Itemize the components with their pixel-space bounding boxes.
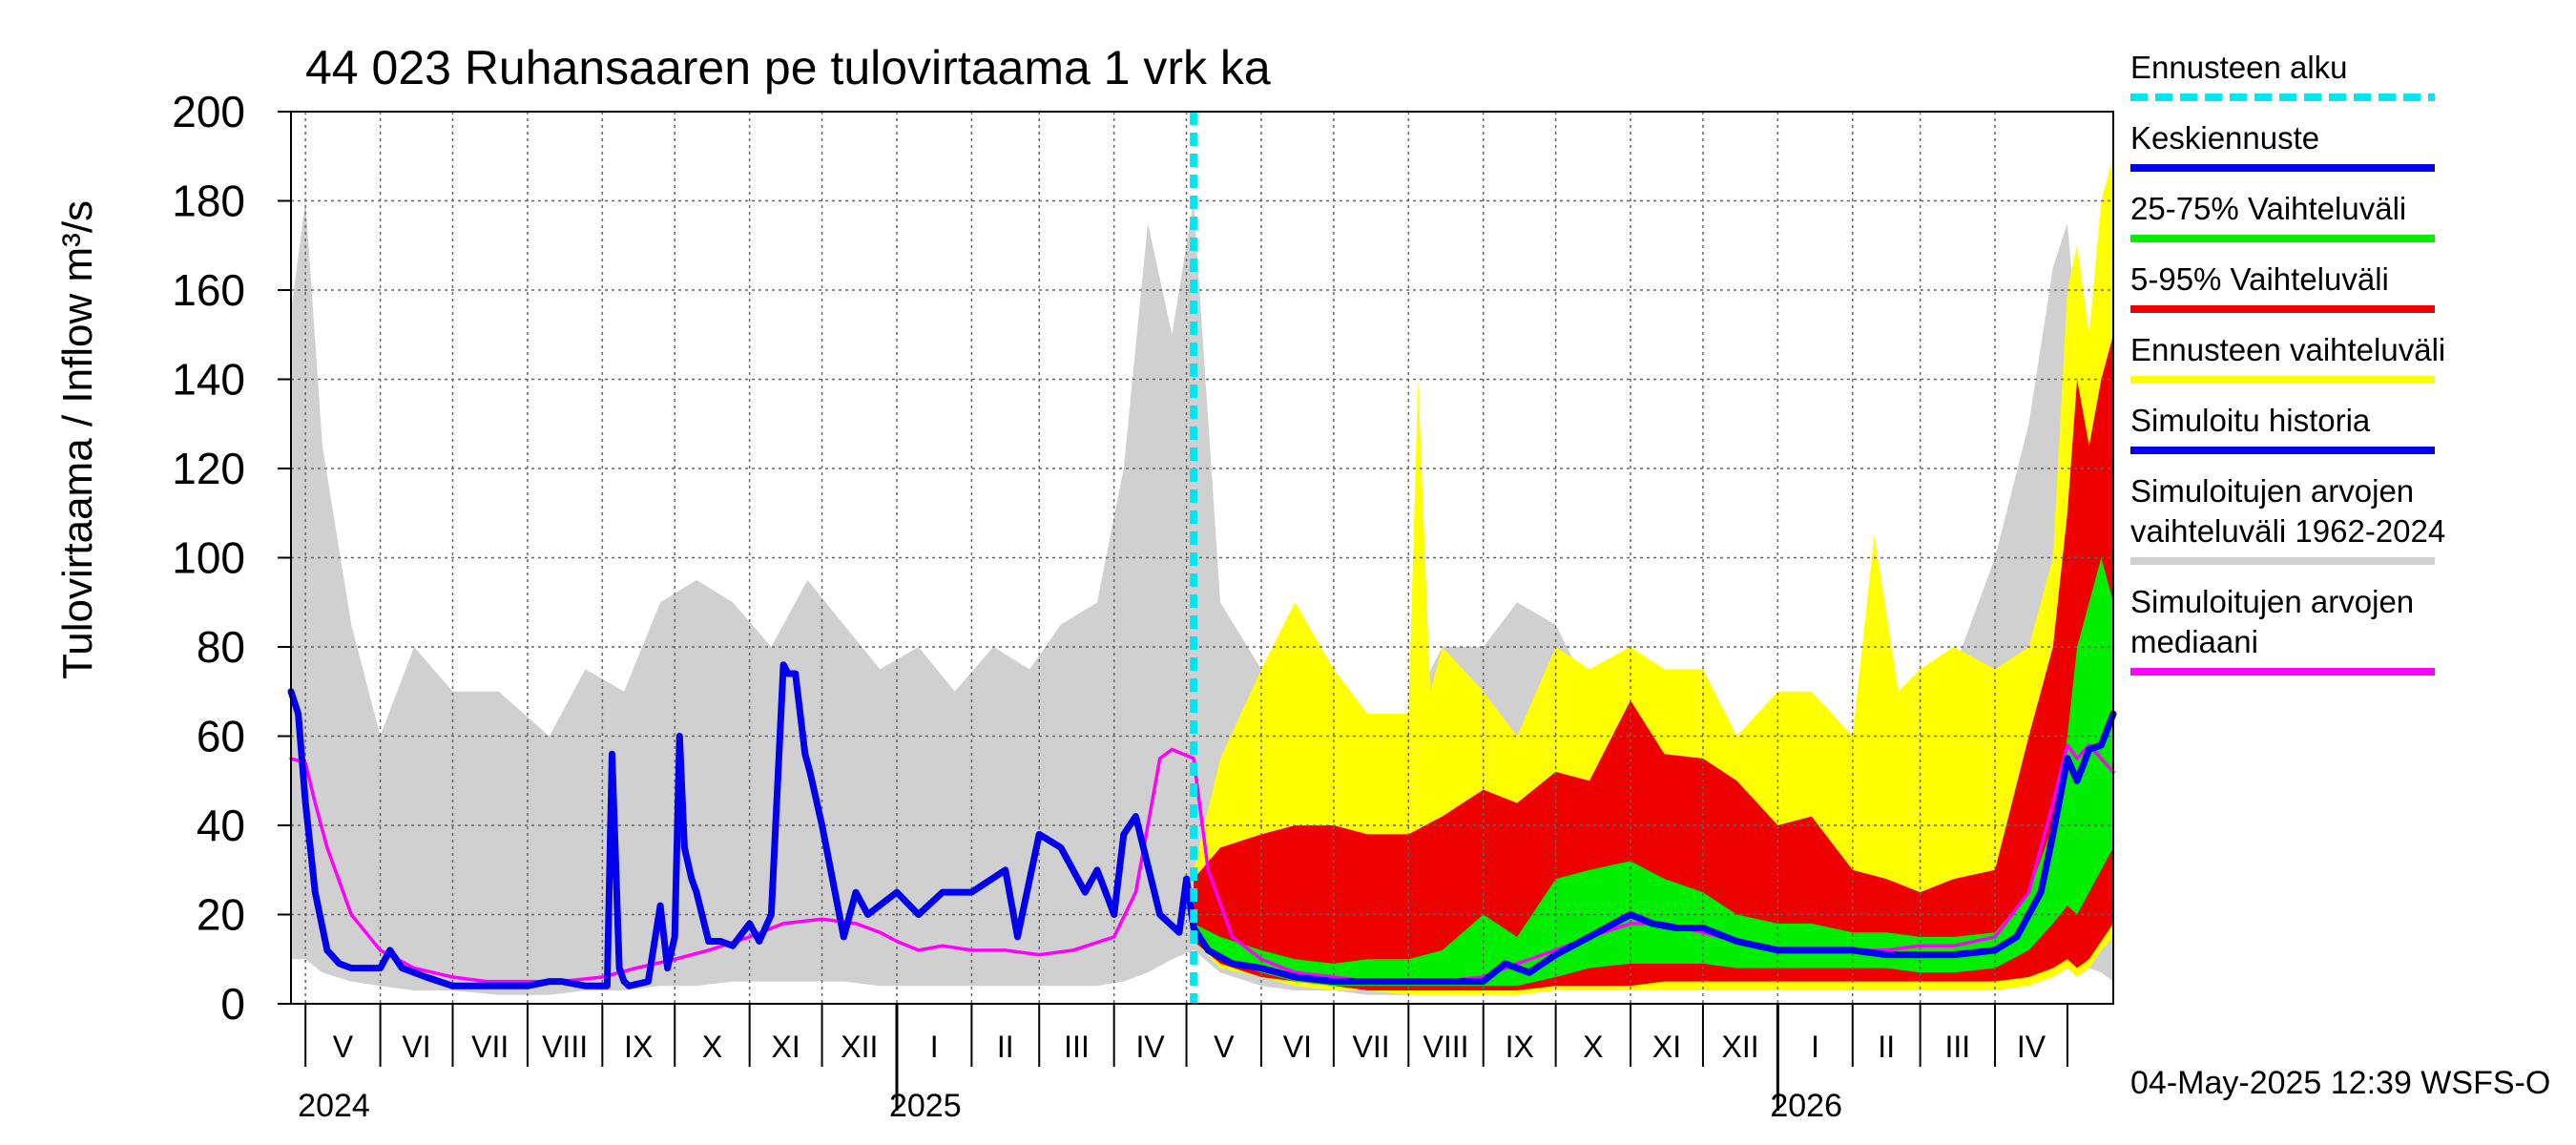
legend: Ennusteen alku Keskiennuste 25-75% Vaihtel… <box>2130 50 2445 676</box>
series-line-6 <box>1190 710 2117 986</box>
y-tick-label: 0 <box>220 979 245 1029</box>
y-tick-label: 80 <box>197 622 245 672</box>
month-label: XI <box>1652 1030 1681 1064</box>
month-label: III <box>1944 1030 1970 1064</box>
band-2 <box>1194 334 2113 990</box>
month-label: VII <box>1353 1030 1390 1064</box>
month-label: VII <box>471 1030 509 1064</box>
month-label: III <box>1064 1030 1090 1064</box>
month-label: I <box>930 1030 939 1064</box>
y-axis: 0 20 40 60 80 100 120 140 160 180 200 <box>172 87 291 1029</box>
legend-label: Simuloitu historia <box>2130 403 2371 438</box>
legend-label: 5-95% Vaihteluväli <box>2130 261 2389 297</box>
month-label: IX <box>624 1030 653 1064</box>
legend-label: Simuloitujen arvojen <box>2130 473 2414 509</box>
y-tick-label: 120 <box>172 444 245 493</box>
y-tick-label: 180 <box>172 177 245 226</box>
legend-label: Simuloitujen arvojen <box>2130 584 2414 619</box>
legend-label: Ennusteen vaihteluväli <box>2130 332 2445 367</box>
legend-label: Ennusteen alku <box>2130 50 2348 85</box>
legend-label: mediaani <box>2130 624 2258 659</box>
series-line-5 <box>287 661 1197 989</box>
month-label: IV <box>2017 1030 2046 1064</box>
y-tick-label: 20 <box>197 890 245 940</box>
plot-area <box>287 111 2117 1005</box>
y-tick-label: 100 <box>172 533 245 583</box>
y-tick-label: 60 <box>197 712 245 761</box>
legend-label: Keskiennuste <box>2130 120 2319 156</box>
month-label: IV <box>1135 1030 1165 1064</box>
month-label: II <box>997 1030 1014 1064</box>
band-areas <box>291 156 2113 995</box>
chart-title: 44 023 Ruhansaaren pe tulovirtaama 1 vrk… <box>305 41 1271 94</box>
y-tick-label: 200 <box>172 87 245 136</box>
month-label: V <box>333 1030 354 1064</box>
legend-label: 25-75% Vaihteluväli <box>2130 191 2406 226</box>
year-label: 2026 <box>1770 1088 1842 1124</box>
month-label: I <box>1811 1030 1819 1064</box>
month-label: VIII <box>542 1030 588 1064</box>
month-label: II <box>1878 1030 1895 1064</box>
y-tick-label: 140 <box>172 355 245 405</box>
month-label: VIII <box>1423 1030 1468 1064</box>
month-label: V <box>1214 1030 1235 1064</box>
y-tick-label: 160 <box>172 265 245 315</box>
band-3 <box>1194 557 2113 987</box>
month-label: VI <box>1283 1030 1312 1064</box>
y-tick-label: 40 <box>197 801 245 850</box>
x-axis: V VI VII VIII IX X XI XII I II III IV V VI VII VIII IX X X… <box>291 1003 2113 1124</box>
year-label: 2024 <box>298 1088 370 1124</box>
month-label: VI <box>402 1030 430 1064</box>
month-label: X <box>702 1030 722 1064</box>
legend-label: vaihteluväli 1962-2024 <box>2130 513 2445 549</box>
timestamp: 04-May-2025 12:39 WSFS-O <box>2130 1065 2550 1101</box>
band-1 <box>1194 156 2113 995</box>
year-label: 2025 <box>889 1088 962 1124</box>
y-axis-label: Tulovirtaama / Inflow m³/s <box>54 200 101 679</box>
series-lines <box>287 661 2117 989</box>
month-label: X <box>1583 1030 1603 1064</box>
month-label: XI <box>771 1030 800 1064</box>
month-label: XII <box>1722 1030 1759 1064</box>
month-label: XII <box>841 1030 878 1064</box>
month-label: IX <box>1506 1030 1534 1064</box>
